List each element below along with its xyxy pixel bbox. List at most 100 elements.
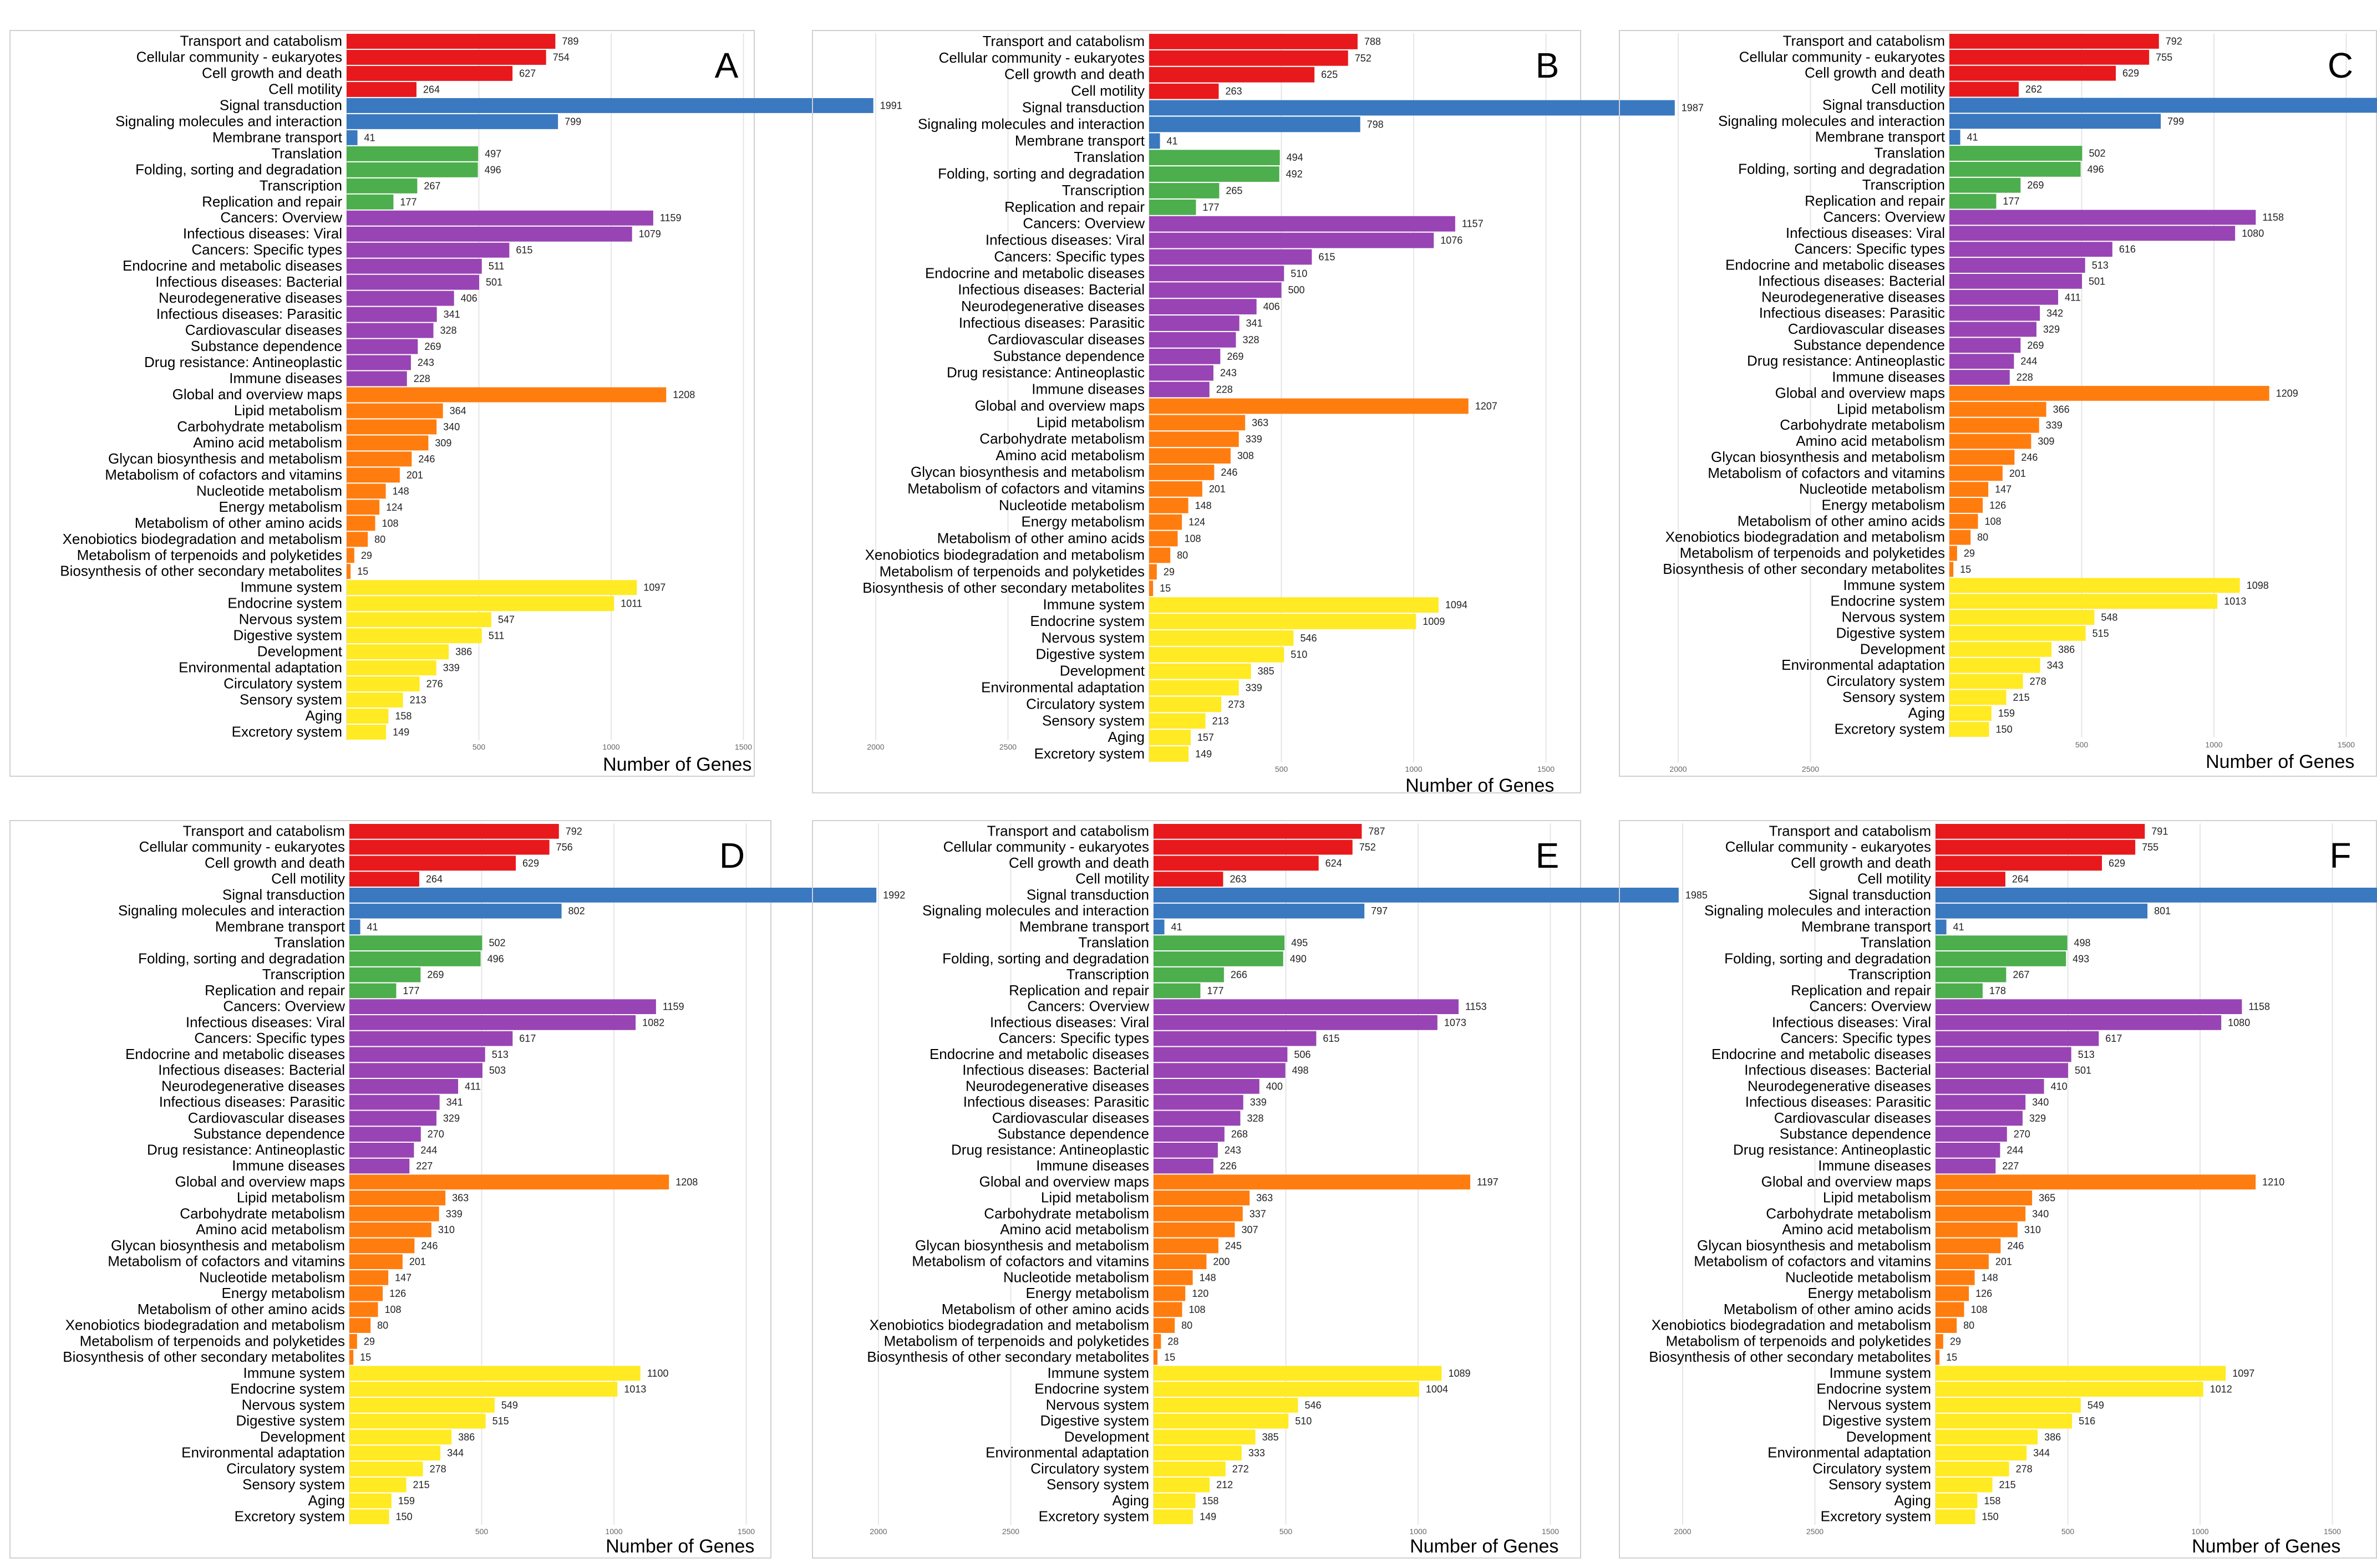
category-label: Cancers: Specific types (194, 1030, 345, 1046)
category-label: Translation (1074, 149, 1145, 165)
category-label: Metabolism of other amino acids (1724, 1301, 1931, 1317)
value-label: 269 (1227, 351, 1243, 362)
value-label: 309 (435, 437, 451, 449)
panel-letter: B (1536, 45, 1560, 85)
value-label: 246 (2021, 452, 2038, 463)
category-label: Glycan biosynthesis and metabolism (111, 1237, 345, 1254)
category-label: Nucleotide metabolism (196, 482, 342, 499)
value-label: 268 (1231, 1129, 1248, 1140)
value-label: 752 (1355, 53, 1372, 64)
bar (349, 888, 877, 903)
value-label: 158 (395, 711, 412, 722)
value-label: 339 (1250, 1097, 1267, 1108)
bar (1154, 1031, 1317, 1046)
bar (349, 1143, 414, 1158)
bar (347, 564, 351, 579)
bar (1936, 1413, 2073, 1429)
value-label: 400 (1266, 1081, 1283, 1092)
category-label: Endocrine system (227, 595, 342, 612)
x-tick-label: 2500 (1802, 765, 1819, 773)
category-label: Membrane transport (1019, 918, 1150, 935)
category-label: Endocrine system (230, 1381, 345, 1397)
value-label: 15 (1946, 1352, 1957, 1363)
category-label: Carbohydrate metabolism (1780, 416, 1945, 433)
value-label: 149 (393, 727, 409, 738)
category-label: Infectious diseases: Bacterial (158, 1062, 345, 1078)
value-label: 148 (1195, 500, 1212, 511)
category-label: Endocrine system (1034, 1381, 1149, 1397)
bar (1154, 1318, 1175, 1333)
bar (1936, 1206, 2026, 1221)
bar (1949, 161, 2081, 177)
bar (1149, 183, 1220, 198)
value-label: 329 (2043, 324, 2060, 335)
value-label: 616 (2119, 244, 2136, 255)
category-label: Metabolism of terpenoids and polyketides (1666, 1332, 1931, 1349)
category-label: Nucleotide metabolism (1003, 1269, 1149, 1285)
category-label: Aging (306, 707, 343, 724)
bar (347, 500, 380, 515)
bar (1949, 482, 1989, 497)
x-axis-title: Number of Genes (1410, 1536, 1558, 1557)
category-label: Sensory system (1047, 1476, 1149, 1493)
category-label: Energy metabolism (1821, 496, 1945, 513)
bar (1154, 839, 1353, 855)
category-label: Endocrine and metabolic diseases (1725, 257, 1945, 273)
x-tick-label: 1500 (1542, 1527, 1559, 1536)
bar (1154, 1286, 1186, 1301)
bar (1149, 315, 1240, 331)
category-label: Neurodegenerative diseases (961, 298, 1145, 314)
value-label: 177 (400, 196, 417, 207)
bar (349, 824, 559, 839)
category-label: Digestive system (233, 627, 343, 644)
category-label: Environmental adaptation (986, 1444, 1149, 1461)
value-label: 150 (1982, 1511, 1999, 1523)
value-label: 549 (501, 1399, 518, 1411)
category-label: Aging (1895, 1492, 1932, 1509)
category-label: Immune diseases (229, 370, 342, 386)
value-label: 365 (2039, 1193, 2055, 1204)
category-label: Neurodegenerative diseases (159, 289, 342, 306)
bar (1949, 706, 1992, 721)
value-label: 496 (485, 164, 501, 175)
category-label: Folding, sorting and degradation (942, 950, 1149, 966)
value-label: 264 (2012, 874, 2029, 885)
category-label: Transcription (1862, 176, 1945, 193)
value-label: 124 (386, 502, 403, 513)
category-label: Replication and repair (1004, 198, 1145, 215)
bar (1149, 713, 1206, 729)
category-label: Metabolism of cofactors and vitamins (912, 1253, 1149, 1270)
bar (349, 1254, 403, 1269)
bar (349, 1334, 357, 1349)
bar (349, 919, 360, 935)
category-label: Replication and repair (1805, 192, 1945, 209)
bar (1949, 322, 2036, 337)
value-label: 244 (2007, 1144, 2023, 1155)
category-label: Xenobiotics biodegradation and metabolis… (865, 546, 1145, 563)
bar (1154, 824, 1362, 839)
x-tick-label: 2500 (999, 742, 1017, 751)
value-label: 513 (2092, 260, 2109, 271)
bar (349, 1382, 618, 1397)
bar (349, 967, 421, 982)
category-label: Signal transduction (220, 96, 342, 113)
category-label: Metabolism of cofactors and vitamins (108, 1253, 345, 1270)
x-tick-label: 1000 (605, 1527, 622, 1536)
bar (349, 983, 397, 999)
category-label: Cellular community - eukaryotes (136, 48, 342, 65)
bar (1149, 133, 1160, 149)
x-tick-label: 1500 (735, 742, 752, 751)
x-tick-label: 1500 (2338, 740, 2355, 749)
panel-frame (9, 30, 755, 777)
bar (1149, 50, 1348, 66)
category-label: Cell growth and death (202, 64, 342, 81)
category-label: Replication and repair (205, 982, 345, 999)
chart-panel-d: 500 1000 1500 2000 2500 Transport and catabol… (9, 820, 1019, 1559)
category-label: Infectious diseases: Parasitic (156, 306, 342, 322)
category-label: Transport and catabolism (180, 32, 342, 49)
category-label: Infectious diseases: Viral (183, 225, 342, 242)
value-label: 498 (1292, 1065, 1309, 1076)
bar (1936, 1127, 2007, 1142)
bar (1949, 658, 2040, 673)
bar (1949, 546, 1957, 561)
